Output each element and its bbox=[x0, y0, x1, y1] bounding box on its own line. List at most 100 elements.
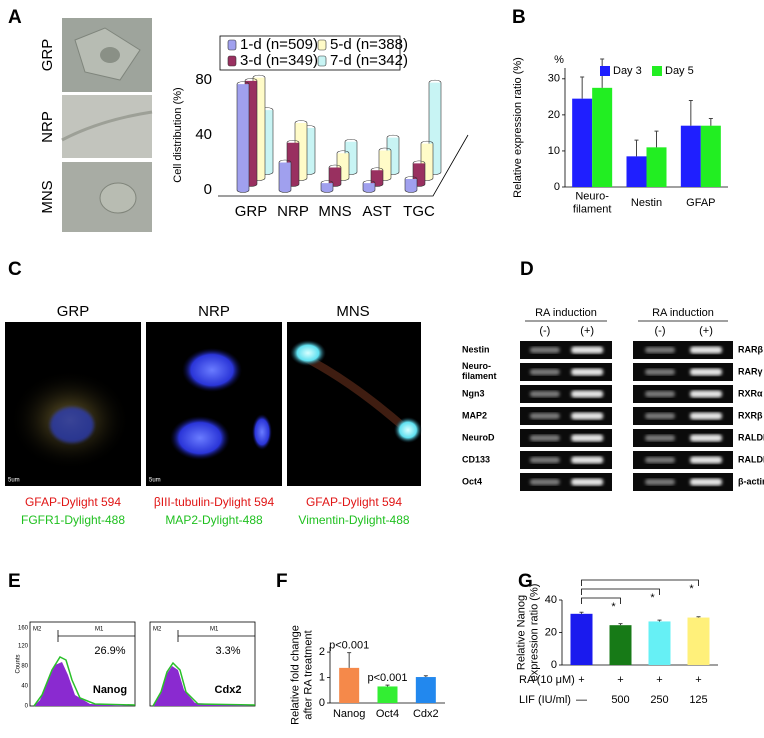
y-tick-label: 0 bbox=[554, 181, 560, 193]
gate-label: M1 bbox=[95, 627, 104, 633]
annotation: p<0.001 bbox=[367, 672, 407, 684]
text-line: after RA treatment bbox=[302, 630, 314, 719]
band bbox=[645, 413, 675, 419]
text-line: Relative fold change bbox=[290, 625, 302, 725]
error-bar bbox=[580, 76, 585, 99]
significance-bracket bbox=[581, 579, 699, 586]
gel-row-label: Nestin bbox=[462, 344, 490, 354]
annotation: p<0.001 bbox=[329, 640, 369, 652]
band bbox=[690, 456, 722, 464]
gel-strip bbox=[520, 363, 612, 381]
bar bbox=[415, 677, 436, 703]
y-axis-label: Relative Nanogexpression ratio (%) bbox=[516, 584, 541, 682]
x-tick-label: TGC bbox=[403, 203, 435, 220]
gel-row-label: NeuroD bbox=[462, 432, 495, 442]
y-tick-label: 40 bbox=[195, 126, 212, 143]
gel-row-label: RARβ bbox=[738, 344, 763, 354]
nucleus bbox=[182, 348, 242, 392]
gel-strip bbox=[633, 407, 733, 425]
legend-swatch bbox=[600, 66, 610, 76]
y-tick-label: 2 bbox=[319, 646, 325, 658]
y-tick-label: 40 bbox=[545, 594, 557, 606]
panel-letter: D bbox=[520, 259, 534, 280]
legend-label: 7-d (n=342) bbox=[330, 52, 408, 69]
error-bar bbox=[385, 684, 390, 687]
marker-label: Cdx2 bbox=[215, 684, 242, 696]
lane-label: (+) bbox=[699, 325, 713, 337]
gel-strip bbox=[633, 429, 733, 447]
band bbox=[571, 390, 604, 398]
histogram bbox=[34, 662, 135, 706]
panel-letter: B bbox=[512, 7, 526, 28]
panel-letter: G bbox=[518, 571, 533, 592]
band bbox=[529, 347, 560, 353]
condition-value: 125 bbox=[689, 694, 707, 706]
legend-swatch bbox=[227, 39, 237, 51]
x-tick-label: AST bbox=[362, 203, 391, 220]
legend-swatch bbox=[317, 55, 327, 67]
nucleus bbox=[170, 416, 230, 460]
condition-label: RA (10 μM) bbox=[519, 674, 575, 686]
legend-label: 5-d (n=388) bbox=[330, 36, 408, 53]
y-axis-label: Relative fold changeafter RA treatment bbox=[290, 625, 315, 725]
gel-header: RA induction bbox=[652, 307, 714, 319]
histogram bbox=[153, 666, 255, 706]
gel-strip bbox=[520, 407, 612, 425]
y-tick-label: 20 bbox=[548, 109, 560, 121]
bar bbox=[609, 625, 632, 665]
panel-letter: A bbox=[8, 7, 22, 28]
gel-row-label: RALDH-2 bbox=[738, 432, 764, 442]
gel-row-label: Neuro-filament bbox=[462, 361, 497, 381]
condition-value: 500 bbox=[611, 694, 629, 706]
error-bar bbox=[708, 117, 713, 126]
panel-letter: E bbox=[8, 571, 21, 592]
caption: MAP2-Dylight-488 bbox=[165, 513, 263, 527]
gel-strip bbox=[633, 473, 733, 491]
error-bar bbox=[696, 616, 701, 618]
significance-bracket bbox=[581, 597, 621, 604]
band bbox=[529, 369, 560, 375]
error-bar bbox=[634, 139, 639, 157]
y-tick-label: 0 bbox=[204, 181, 212, 198]
y-axis-label: Relative expression ratio (%) bbox=[512, 57, 524, 198]
condition-value: — bbox=[576, 694, 587, 706]
text-line: Neuro- bbox=[462, 361, 491, 371]
text-line: filament bbox=[462, 372, 497, 382]
image-label: MNS bbox=[39, 180, 56, 213]
band bbox=[690, 390, 722, 398]
error-bar bbox=[654, 130, 659, 148]
error-bar bbox=[688, 99, 693, 126]
scale-label: 5um bbox=[149, 478, 161, 484]
x-tick-label: NRP bbox=[277, 203, 309, 220]
error-bar bbox=[423, 675, 428, 678]
gel-strip bbox=[520, 385, 612, 403]
legend-box bbox=[219, 35, 401, 71]
gel-row-label: RARγ bbox=[738, 366, 763, 376]
bar bbox=[236, 81, 250, 193]
gel-strip bbox=[633, 341, 733, 359]
text-line: expression ratio (%) bbox=[528, 584, 540, 682]
y-tick-label: 1 bbox=[319, 671, 325, 683]
legend-swatch bbox=[227, 55, 237, 67]
band bbox=[571, 368, 604, 376]
bar bbox=[646, 147, 667, 187]
error-bar bbox=[347, 652, 352, 668]
lane-label: (-) bbox=[539, 325, 550, 337]
bar bbox=[278, 159, 292, 193]
band bbox=[690, 346, 722, 354]
y-tick-label: 120 bbox=[18, 644, 29, 650]
image-title: MNS bbox=[336, 303, 369, 320]
bar bbox=[339, 667, 360, 703]
band bbox=[645, 391, 675, 397]
gel-row-label: MAP2 bbox=[462, 410, 487, 420]
y-tick-label: 0 bbox=[25, 704, 29, 710]
gel-strip bbox=[520, 451, 612, 469]
nucleus bbox=[394, 417, 422, 443]
legend-swatch bbox=[652, 66, 662, 76]
nucleus bbox=[50, 407, 94, 443]
caption: GFAP-Dylight 594 bbox=[25, 495, 121, 509]
condition-value: + bbox=[695, 674, 701, 686]
bar bbox=[687, 617, 710, 665]
panel-letter: C bbox=[8, 259, 22, 280]
